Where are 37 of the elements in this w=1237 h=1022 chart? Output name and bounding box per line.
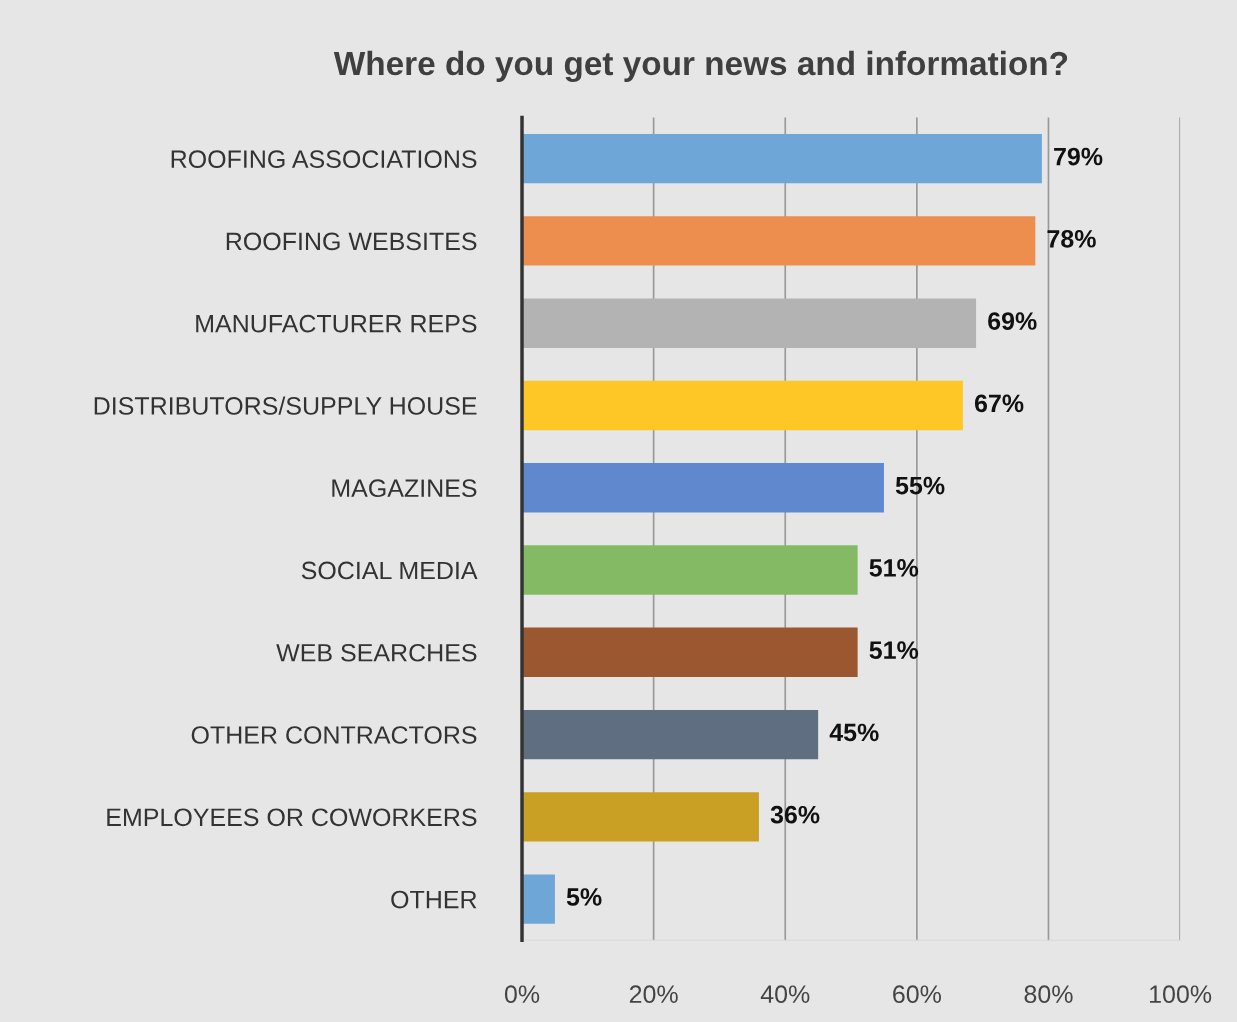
data-label: 67% xyxy=(974,394,1024,413)
data-label: 79% xyxy=(1054,147,1103,166)
x-tick-label: 100% xyxy=(1150,985,1212,1004)
y-tick-label: ROOFING WEBSITES xyxy=(226,232,477,251)
y-tick-label: WEB SEARCHES xyxy=(276,643,477,662)
y-tick-label: MANUFACTURER REPS xyxy=(196,314,477,333)
data-label: 5% xyxy=(566,888,602,906)
data-label: 55% xyxy=(895,476,945,495)
y-tick-label: MAGAZINES xyxy=(332,479,477,498)
bar xyxy=(522,709,819,760)
y-tick-label: OTHER xyxy=(391,890,477,909)
y-tick-label: DISTRIBUTORS/SUPPLY HOUSE xyxy=(94,396,477,415)
bar xyxy=(522,545,858,595)
y-tick-label: OTHER CONTRACTORS xyxy=(191,726,477,744)
x-tick-label: 60% xyxy=(893,985,941,1004)
bar xyxy=(522,133,1042,184)
y-tick-label: EMPLOYEES OR COWORKERS xyxy=(107,808,477,827)
data-label: 51% xyxy=(869,641,919,659)
y-tick-label: ROOFING ASSOCIATIONS xyxy=(171,150,477,168)
bar xyxy=(522,874,555,924)
y-tick-label: SOCIAL MEDIA xyxy=(301,561,478,580)
data-label: 69% xyxy=(988,312,1037,330)
bar xyxy=(522,298,977,348)
bar xyxy=(522,463,884,513)
bar xyxy=(522,216,1036,266)
x-tick-label: 40% xyxy=(760,985,810,1004)
data-label: 78% xyxy=(1047,229,1096,248)
bar xyxy=(522,792,759,842)
x-tick-label: 0% xyxy=(504,985,540,1004)
x-tick-label: 20% xyxy=(629,985,678,1004)
data-label: 36% xyxy=(770,805,820,824)
data-label: 51% xyxy=(869,559,919,577)
bar xyxy=(522,380,963,431)
x-tick-label: 80% xyxy=(1024,985,1073,1004)
chart-title: Where do you get your news and information? xyxy=(333,50,1068,83)
data-label: 45% xyxy=(829,723,879,742)
bar xyxy=(522,627,858,677)
